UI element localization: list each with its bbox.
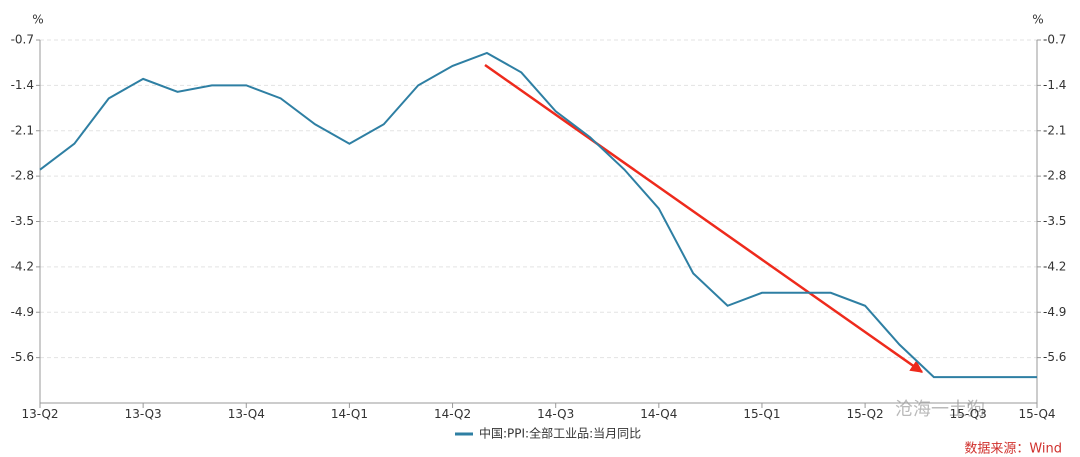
y-tick-label: -3.5	[11, 214, 34, 228]
y2-unit: %	[1032, 13, 1043, 27]
series-line	[39, 51, 1037, 379]
x-tick-label: 15-Q1	[743, 407, 780, 421]
y2-tick-label: -4.2	[1043, 259, 1066, 273]
y-tick-label: -1.4	[11, 78, 34, 92]
y2-tick-label: -3.5	[1043, 214, 1066, 228]
y-tick-label: -4.9	[11, 305, 34, 319]
y-tick-label: -2.1	[11, 123, 34, 137]
x-tick-label: 14-Q2	[434, 407, 471, 421]
x-tick-label: 13-Q4	[228, 407, 265, 421]
y2-tick-label: -4.9	[1043, 305, 1066, 319]
y-tick-label: -4.2	[11, 259, 34, 273]
y-tick-label: -2.8	[11, 169, 34, 183]
x-tick-label: 14-Q3	[537, 407, 574, 421]
legend-label: 中国:PPI:全部工业品:当月同比	[479, 426, 641, 441]
y2-tick-label: -2.8	[1043, 169, 1066, 183]
y-tick-label: -0.7	[11, 33, 34, 47]
y2-tick-label: -5.6	[1043, 350, 1066, 364]
y2-tick-label: -0.7	[1043, 33, 1066, 47]
source: 数据来源：Wind	[964, 442, 1062, 457]
x-tick-label: 14-Q1	[331, 407, 368, 421]
watermark: 沧海一土狗	[895, 399, 985, 420]
y2-tick-label: -2.1	[1043, 123, 1066, 137]
y-unit: %	[32, 13, 43, 27]
y2-tick-label: -1.4	[1043, 78, 1066, 92]
x-tick-label: 13-Q2	[21, 407, 58, 421]
trend-arrow	[484, 63, 924, 374]
y-tick-label: -5.6	[11, 350, 34, 364]
x-tick-label: 15-Q4	[1018, 407, 1055, 421]
x-tick-label: 15-Q2	[847, 407, 884, 421]
x-tick-label: 13-Q3	[125, 407, 162, 421]
x-tick-label: 14-Q4	[640, 407, 677, 421]
x-tick-label: 15-Q3	[950, 407, 987, 421]
